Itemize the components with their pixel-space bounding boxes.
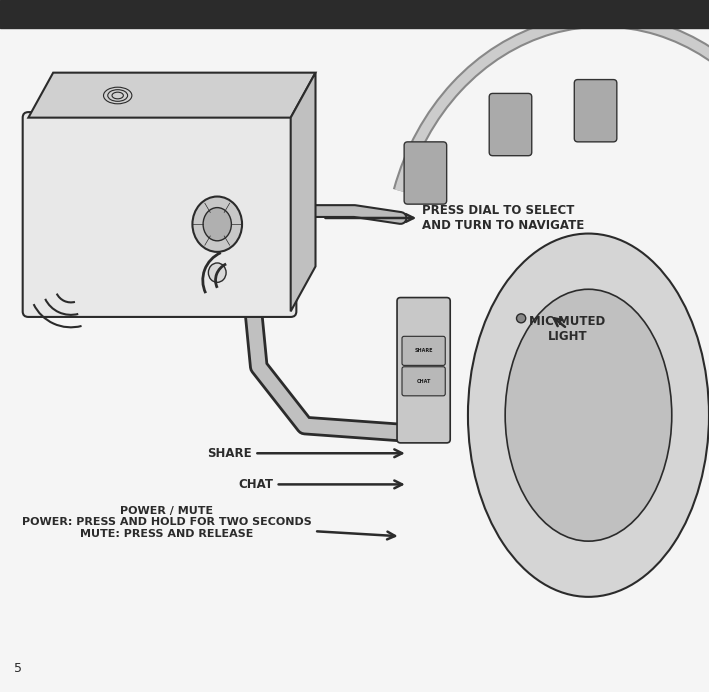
- Ellipse shape: [203, 208, 231, 241]
- Text: SHARE: SHARE: [207, 447, 402, 459]
- Ellipse shape: [208, 263, 226, 282]
- Polygon shape: [291, 73, 316, 311]
- FancyBboxPatch shape: [402, 336, 445, 365]
- Ellipse shape: [505, 289, 672, 541]
- FancyBboxPatch shape: [397, 298, 450, 443]
- Text: 5: 5: [14, 662, 22, 675]
- Text: POWER / MUTE
POWER: PRESS AND HOLD FOR TWO SECONDS
MUTE: PRESS AND RELEASE: POWER / MUTE POWER: PRESS AND HOLD FOR T…: [22, 506, 395, 539]
- Ellipse shape: [516, 314, 526, 322]
- Text: SOUND TEST: SOUND TEST: [11, 7, 111, 21]
- Text: PRESS DIAL TO SELECT
AND TURN TO NAVIGATE: PRESS DIAL TO SELECT AND TURN TO NAVIGAT…: [325, 204, 584, 232]
- FancyBboxPatch shape: [574, 80, 617, 142]
- Polygon shape: [28, 73, 316, 118]
- Text: MIC MUTED
LIGHT: MIC MUTED LIGHT: [529, 315, 605, 343]
- Ellipse shape: [192, 197, 242, 252]
- Text: SHARE: SHARE: [414, 348, 433, 354]
- Text: CHAT: CHAT: [416, 379, 431, 384]
- FancyBboxPatch shape: [23, 112, 296, 317]
- Ellipse shape: [468, 234, 709, 597]
- Text: CHAT: CHAT: [238, 478, 402, 491]
- FancyBboxPatch shape: [489, 93, 532, 156]
- Bar: [0, 0, 709, 28]
- FancyBboxPatch shape: [404, 142, 447, 204]
- FancyBboxPatch shape: [402, 367, 445, 396]
